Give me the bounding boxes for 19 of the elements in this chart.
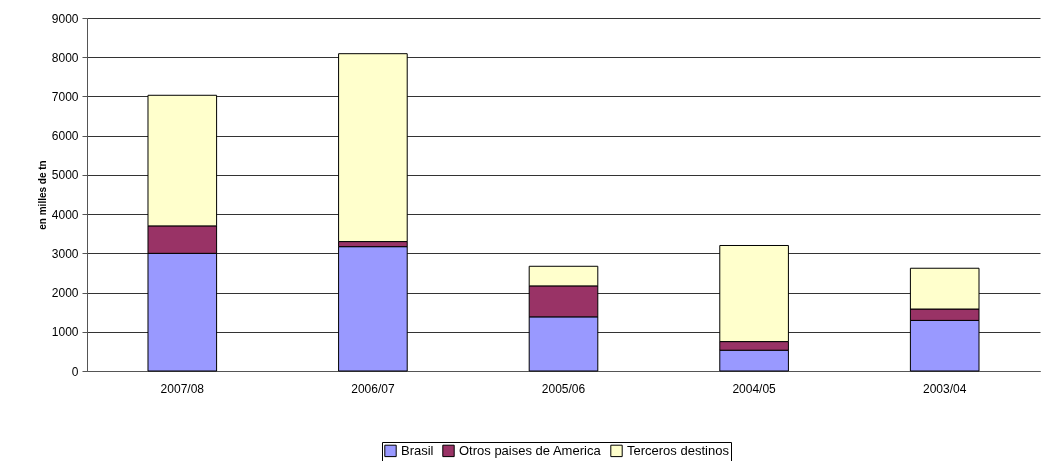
y-tick-label: 1000: [51, 325, 79, 340]
x-tick-label: 2003/04: [923, 381, 967, 396]
x-tick-label: 2007/08: [160, 381, 205, 396]
y-tick-label: 5000: [51, 168, 79, 183]
y-tick-label: 3000: [51, 246, 79, 261]
y-tick-label: 6000: [51, 129, 79, 144]
legend-label: Otros paises de America: [459, 442, 602, 458]
y-tick-label: 8000: [51, 50, 79, 65]
x-tick-label: 2004/05: [732, 381, 777, 396]
y-tick-label: 2000: [51, 286, 79, 301]
y-tick-label: 7000: [51, 89, 79, 104]
y-tick-label: 0: [71, 364, 79, 379]
x-tick-label: 2005/06: [541, 381, 586, 396]
y-tick-label: 9000: [51, 11, 79, 26]
y-axis-title: en milles de tn: [36, 160, 48, 230]
legend-label: Brasil: [401, 442, 434, 458]
legend-label: Terceros destinos: [627, 442, 730, 458]
x-tick-label: 2006/07: [351, 381, 395, 396]
y-tick-label: 4000: [51, 207, 79, 222]
